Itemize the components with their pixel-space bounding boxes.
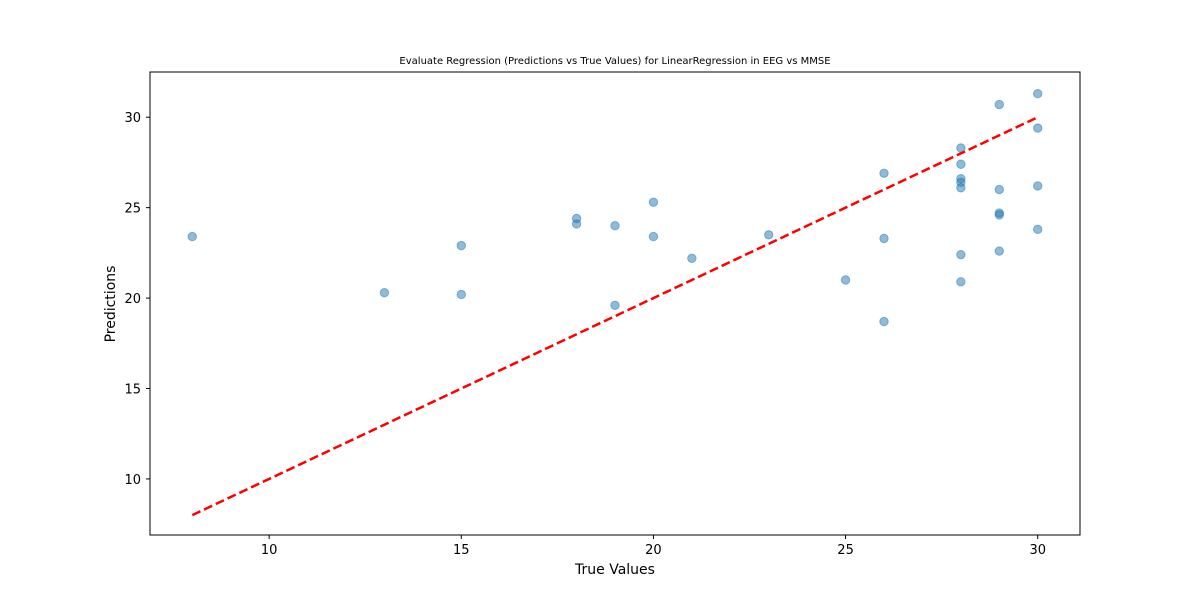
data-point	[879, 168, 889, 178]
data-point	[994, 246, 1004, 256]
data-point	[610, 221, 620, 231]
data-point	[994, 210, 1004, 220]
x-tick-label: 25	[837, 543, 854, 558]
data-point	[956, 277, 966, 287]
x-tick-label: 10	[261, 543, 278, 558]
data-point	[456, 289, 466, 300]
data-point	[610, 300, 620, 311]
data-point	[956, 183, 966, 193]
y-tick-label: 10	[124, 473, 141, 488]
data-point	[840, 275, 851, 285]
data-point	[1033, 89, 1043, 99]
y-axis-ticks: 10 15 20 25 30	[124, 111, 150, 488]
data-point	[764, 230, 774, 240]
data-point	[379, 287, 390, 298]
y-tick-label: 20	[124, 292, 141, 307]
y-tick-label: 30	[124, 111, 141, 126]
x-axis-ticks: 10 15 20 25 30	[261, 535, 1046, 558]
x-tick-label: 30	[1029, 543, 1046, 558]
data-point	[1033, 224, 1043, 235]
plot-frame	[149, 71, 1081, 536]
y-tick-label: 25	[124, 202, 141, 217]
x-tick-label: 20	[645, 543, 662, 558]
y-axis-label: Predictions	[103, 266, 119, 343]
data-point	[456, 240, 466, 251]
x-tick-label: 15	[453, 543, 470, 558]
chart-title: Evaluate Regression (Predictions vs True…	[399, 56, 830, 67]
data-point	[1033, 123, 1043, 133]
data-point	[187, 231, 197, 242]
data-point	[571, 219, 582, 229]
data-point	[687, 253, 697, 263]
data-point	[879, 233, 889, 244]
data-point	[879, 316, 889, 327]
data-points	[187, 89, 1043, 327]
y-tick-label: 15	[124, 383, 141, 398]
data-point	[1033, 181, 1043, 191]
data-point	[956, 159, 966, 169]
data-point	[994, 99, 1004, 110]
data-point	[994, 184, 1004, 195]
data-point	[648, 197, 659, 207]
data-point	[956, 249, 966, 260]
x-axis-label: True Values	[574, 562, 655, 578]
data-point	[648, 231, 659, 242]
